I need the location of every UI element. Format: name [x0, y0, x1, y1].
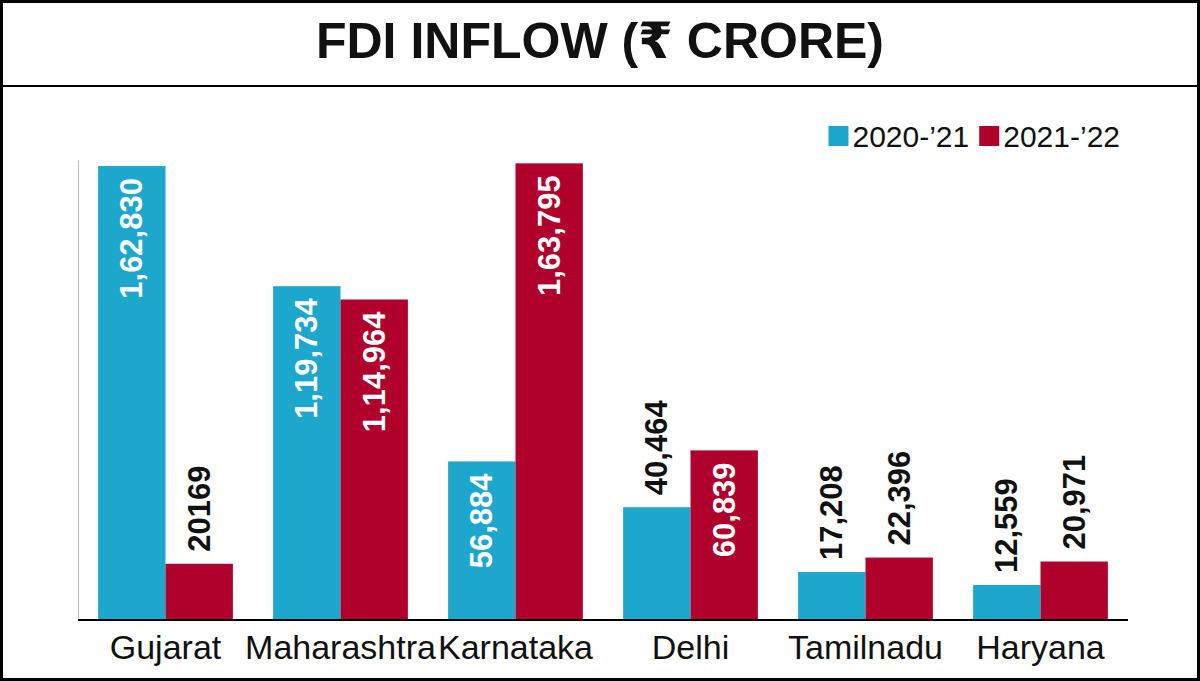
data-label: 20169	[182, 466, 217, 552]
data-label: 56,884	[464, 473, 499, 569]
chart: FDI INFLOW (₹ CRORE) 1,62,830 1,19,734 56,8…	[0, 0, 1200, 681]
bar	[341, 299, 408, 620]
data-label: 1,19,734	[289, 297, 324, 418]
x-tick: Maharashtra	[245, 620, 436, 666]
data-label: 40,464	[639, 400, 674, 496]
x-tick: Karnataka	[438, 620, 593, 666]
bar	[448, 461, 515, 620]
data-labels: 1,62,830 1,19,734 56,884 40,464 17,208 12,559…	[114, 175, 1091, 573]
data-label: 60,839	[707, 462, 742, 557]
legend-swatch	[828, 126, 848, 146]
data-label: 17,208	[814, 465, 849, 560]
legend-label: 2021-’22	[1003, 120, 1120, 153]
data-label: 12,559	[989, 478, 1024, 573]
bar	[866, 558, 933, 620]
legend-label: 2020-’21	[852, 120, 969, 153]
legend: 2021-’22 2020-’21	[828, 120, 1120, 153]
x-tick: Gujarat	[110, 620, 222, 666]
bars	[98, 163, 1108, 620]
x-tick-label: Gujarat	[110, 628, 222, 666]
bar	[691, 450, 758, 620]
x-tick: Delhi	[652, 620, 729, 666]
y-axis-line	[78, 161, 79, 621]
bar	[166, 564, 233, 620]
x-axis: Gujarat MaharashtraKarnataka Delhi Tamilnad…	[78, 620, 1128, 666]
data-label: 22,396	[882, 451, 917, 546]
bar	[973, 585, 1040, 620]
data-label: 1,62,830	[114, 178, 149, 299]
bar	[1041, 562, 1108, 620]
x-tick-label: Tamilnadu	[788, 628, 943, 666]
data-label: 1,14,964	[357, 311, 392, 432]
bar	[98, 166, 165, 620]
x-tick-label: Maharashtra	[245, 628, 436, 666]
bar	[516, 163, 583, 620]
bar	[623, 507, 690, 620]
y-axis	[78, 161, 79, 621]
title: FDI INFLOW (₹ CRORE)	[316, 13, 884, 69]
legend-swatch	[979, 126, 999, 146]
x-axis-line	[78, 619, 1128, 621]
frame	[2, 2, 1199, 680]
x-tick-label: Karnataka	[438, 628, 593, 666]
bar	[798, 572, 865, 620]
bar	[273, 286, 340, 620]
x-tick-label: Delhi	[652, 628, 729, 666]
data-label: 1,63,795	[532, 175, 567, 296]
x-tick: Tamilnadu	[788, 620, 943, 666]
x-tick: Haryana	[976, 620, 1105, 666]
data-label: 20,971	[1057, 455, 1092, 550]
x-tick-label: Haryana	[976, 628, 1105, 666]
title-rule	[0, 85, 1200, 87]
